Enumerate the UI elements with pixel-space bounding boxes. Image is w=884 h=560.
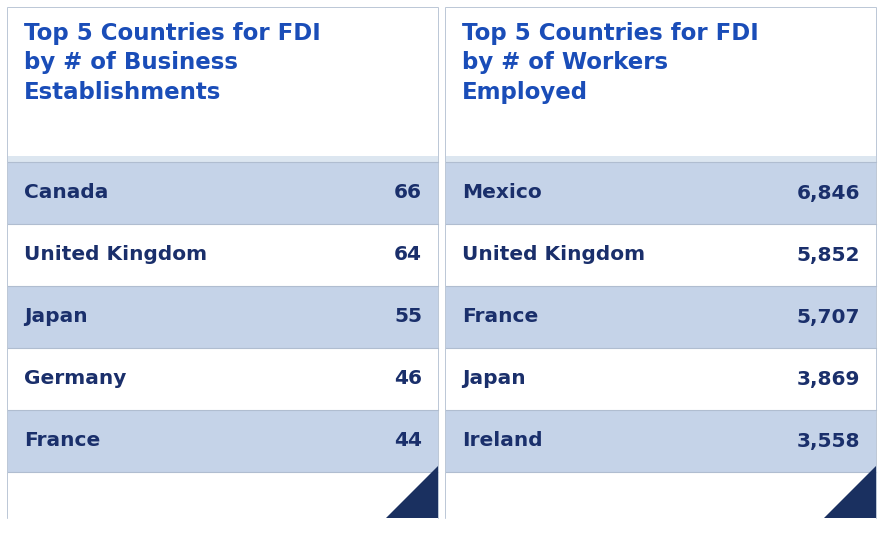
- Text: United Kingdom: United Kingdom: [462, 245, 645, 264]
- Text: Ireland: Ireland: [462, 432, 543, 450]
- Bar: [8, 224, 438, 286]
- Bar: [446, 472, 876, 524]
- Bar: [446, 8, 876, 518]
- Text: 46: 46: [394, 370, 422, 389]
- Text: United Kingdom: United Kingdom: [24, 245, 207, 264]
- Bar: [8, 8, 438, 156]
- Text: 55: 55: [394, 307, 422, 326]
- Bar: [446, 8, 876, 156]
- Bar: [8, 286, 438, 348]
- Bar: [446, 162, 876, 224]
- Text: 6,846: 6,846: [796, 184, 860, 203]
- Text: Germany: Germany: [24, 370, 126, 389]
- Text: Canada: Canada: [24, 184, 109, 203]
- Text: 3,869: 3,869: [796, 370, 860, 389]
- Text: Top 5 Countries for FDI
by # of Business
Establishments: Top 5 Countries for FDI by # of Business…: [24, 22, 321, 104]
- Text: France: France: [24, 432, 100, 450]
- Bar: [8, 348, 438, 410]
- Text: Japan: Japan: [24, 307, 88, 326]
- Bar: [8, 8, 438, 518]
- Polygon shape: [824, 466, 876, 518]
- Bar: [446, 224, 876, 286]
- Text: Japan: Japan: [462, 370, 526, 389]
- Bar: [8, 472, 438, 524]
- Bar: [8, 162, 438, 224]
- Text: France: France: [462, 307, 538, 326]
- Text: Top 5 Countries for FDI
by # of Workers
Employed: Top 5 Countries for FDI by # of Workers …: [462, 22, 758, 104]
- Text: Mexico: Mexico: [462, 184, 542, 203]
- Text: 44: 44: [394, 432, 422, 450]
- Bar: [446, 348, 876, 410]
- Text: 64: 64: [394, 245, 422, 264]
- Bar: [8, 156, 438, 162]
- Bar: [446, 410, 876, 472]
- Polygon shape: [386, 466, 438, 518]
- Text: 5,852: 5,852: [796, 245, 860, 264]
- Text: 3,558: 3,558: [796, 432, 860, 450]
- Bar: [8, 410, 438, 472]
- Bar: [446, 156, 876, 162]
- Text: 5,707: 5,707: [796, 307, 860, 326]
- Text: 66: 66: [394, 184, 422, 203]
- Bar: [446, 286, 876, 348]
